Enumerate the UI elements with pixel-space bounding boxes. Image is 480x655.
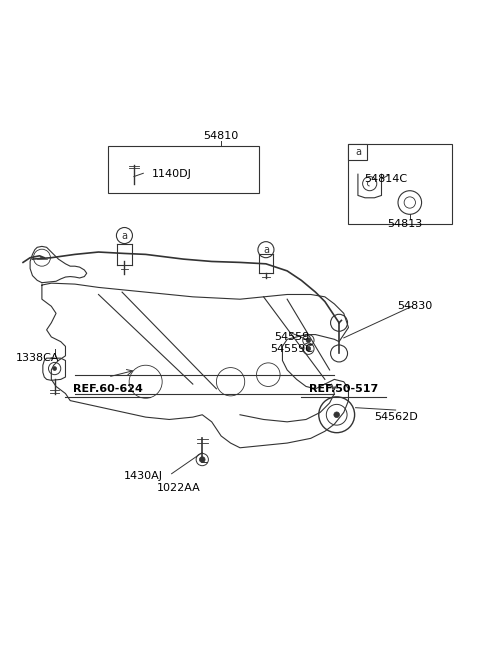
Bar xyxy=(348,143,367,160)
Text: 54559: 54559 xyxy=(274,332,310,342)
Text: REF.60-624: REF.60-624 xyxy=(73,384,143,394)
Text: 1022AA: 1022AA xyxy=(157,483,201,493)
Circle shape xyxy=(334,412,339,418)
Text: 54562D: 54562D xyxy=(374,412,418,422)
Text: a: a xyxy=(121,231,128,240)
Text: 54810: 54810 xyxy=(204,132,239,141)
Text: a: a xyxy=(263,245,269,255)
Text: 1338CA: 1338CA xyxy=(15,353,59,363)
Text: 54813: 54813 xyxy=(387,219,423,229)
Circle shape xyxy=(53,367,57,371)
Text: 54830: 54830 xyxy=(397,301,432,311)
Text: 54814C: 54814C xyxy=(365,174,408,184)
Text: 1140DJ: 1140DJ xyxy=(152,169,192,179)
Circle shape xyxy=(306,338,311,343)
Circle shape xyxy=(306,346,311,351)
Bar xyxy=(348,143,452,224)
Circle shape xyxy=(199,457,205,462)
Text: REF.50-517: REF.50-517 xyxy=(309,384,378,394)
Text: a: a xyxy=(355,147,361,157)
Bar xyxy=(108,146,259,193)
Text: 1430AJ: 1430AJ xyxy=(124,471,163,481)
Text: 54559C: 54559C xyxy=(270,344,313,354)
